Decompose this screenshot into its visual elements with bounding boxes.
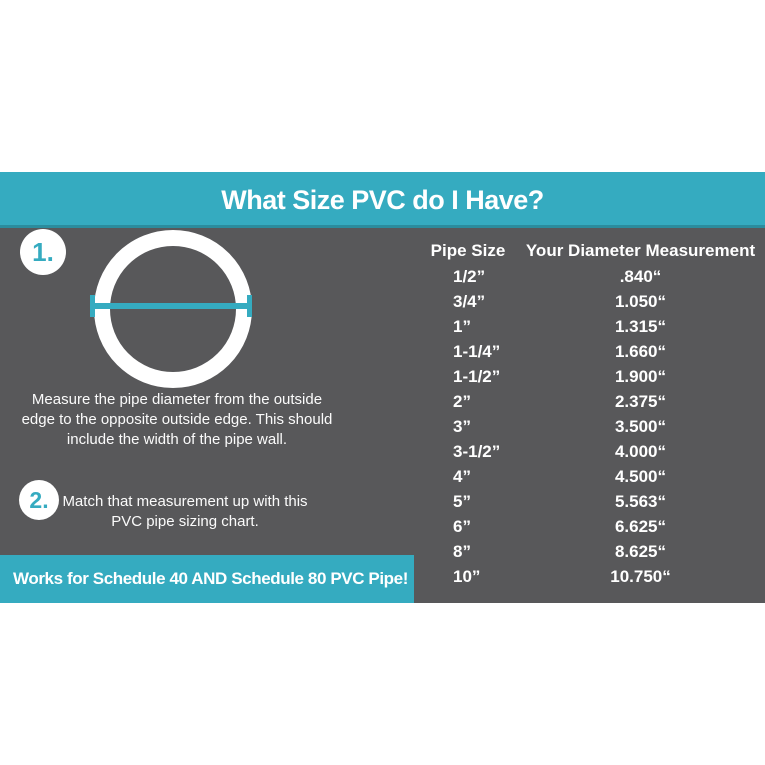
column-header-diameter-measurement: Your Diameter Measurement	[525, 241, 756, 260]
diameter-measurement-cell: 4.000“	[614, 442, 667, 461]
schedule-banner: Works for Schedule 40 AND Schedule 80 PV…	[0, 555, 414, 603]
pipe-size-cell: 2”	[453, 392, 471, 411]
diameter-measurement-line	[90, 295, 252, 317]
table-row: 1” 1.315“	[423, 314, 763, 339]
pipe-size-cell: 1/2”	[453, 267, 486, 286]
pipe-size-cell: 3-1/2”	[453, 442, 501, 461]
table-row: 4” 4.500“	[423, 464, 763, 489]
diameter-measurement-cell: 4.500“	[614, 467, 667, 486]
pipe-size-cell: 3”	[453, 417, 471, 436]
step-2-text: Match that measurement up with this PVC …	[62, 493, 308, 530]
table-row: 8” 8.625“	[423, 539, 763, 564]
pipe-size-cell: 6”	[453, 517, 471, 536]
pipe-size-cell: 5”	[453, 492, 471, 511]
diameter-measurement-cell: 10.750“	[610, 567, 671, 586]
step-2-number: 2.	[29, 486, 49, 513]
step-1-badge: 1.	[20, 229, 66, 275]
pipe-size-cell: 8”	[453, 542, 471, 561]
diameter-measurement-cell: 1.900“	[614, 367, 667, 386]
diameter-measurement-cell: 6.625“	[614, 517, 667, 536]
diameter-measurement-cell: 1.050“	[614, 292, 667, 311]
pipe-size-cell: 4”	[453, 467, 471, 486]
table-row: 1-1/2” 1.900“	[423, 364, 763, 389]
title-banner: What Size PVC do I Have?	[0, 172, 765, 228]
page-title: What Size PVC do I Have?	[221, 184, 544, 215]
table-row: 1-1/4” 1.660“	[423, 339, 763, 364]
diameter-measurement-cell: 8.625“	[614, 542, 667, 561]
diameter-measurement-cell: 1.315“	[614, 317, 667, 336]
table-row: 3-1/2” 4.000“	[423, 439, 763, 464]
pipe-size-table: 1/2” .840“ 3/4” 1.050“ 1” 1.315“ 1-1/4” 1.660“ 1…	[423, 264, 763, 589]
table-row: 5” 5.563“	[423, 489, 763, 514]
pipe-size-cell: 10”	[453, 567, 481, 586]
step-1-number: 1.	[32, 236, 54, 267]
diameter-measurement-cell: 2.375“	[614, 392, 667, 411]
table-row: 1/2” .840“	[423, 264, 763, 289]
pipe-size-cell: 3/4”	[453, 292, 486, 311]
table-row: 3/4” 1.050“	[423, 289, 763, 314]
diameter-measurement-cell: 5.563“	[614, 492, 667, 511]
pipe-size-cell: 1”	[453, 317, 471, 336]
diameter-measurement-cell: 1.660“	[614, 342, 667, 361]
diameter-measurement-cell: .840“	[619, 267, 662, 286]
table-row: 10” 10.750“	[423, 564, 763, 589]
step-1-text: Measure the pipe diameter from the outsi…	[21, 391, 333, 448]
table-row: 2” 2.375“	[423, 389, 763, 414]
table-row: 3” 3.500“	[423, 414, 763, 439]
pipe-size-cell: 1-1/4”	[453, 342, 501, 361]
schedule-banner-text: Works for Schedule 40 AND Schedule 80 PV…	[13, 569, 408, 588]
content-panel: 1. Measure the pipe diameter from the ou…	[0, 228, 765, 603]
measurement-line	[92, 303, 250, 309]
column-header-pipe-size: Pipe Size	[430, 241, 506, 260]
diameter-measurement-cell: 3.500“	[614, 417, 667, 436]
pipe-size-cell: 1-1/2”	[453, 367, 501, 386]
measurement-end-tick-right	[247, 295, 252, 317]
table-row: 6” 6.625“	[423, 514, 763, 539]
step-2-badge: 2.	[19, 480, 59, 520]
